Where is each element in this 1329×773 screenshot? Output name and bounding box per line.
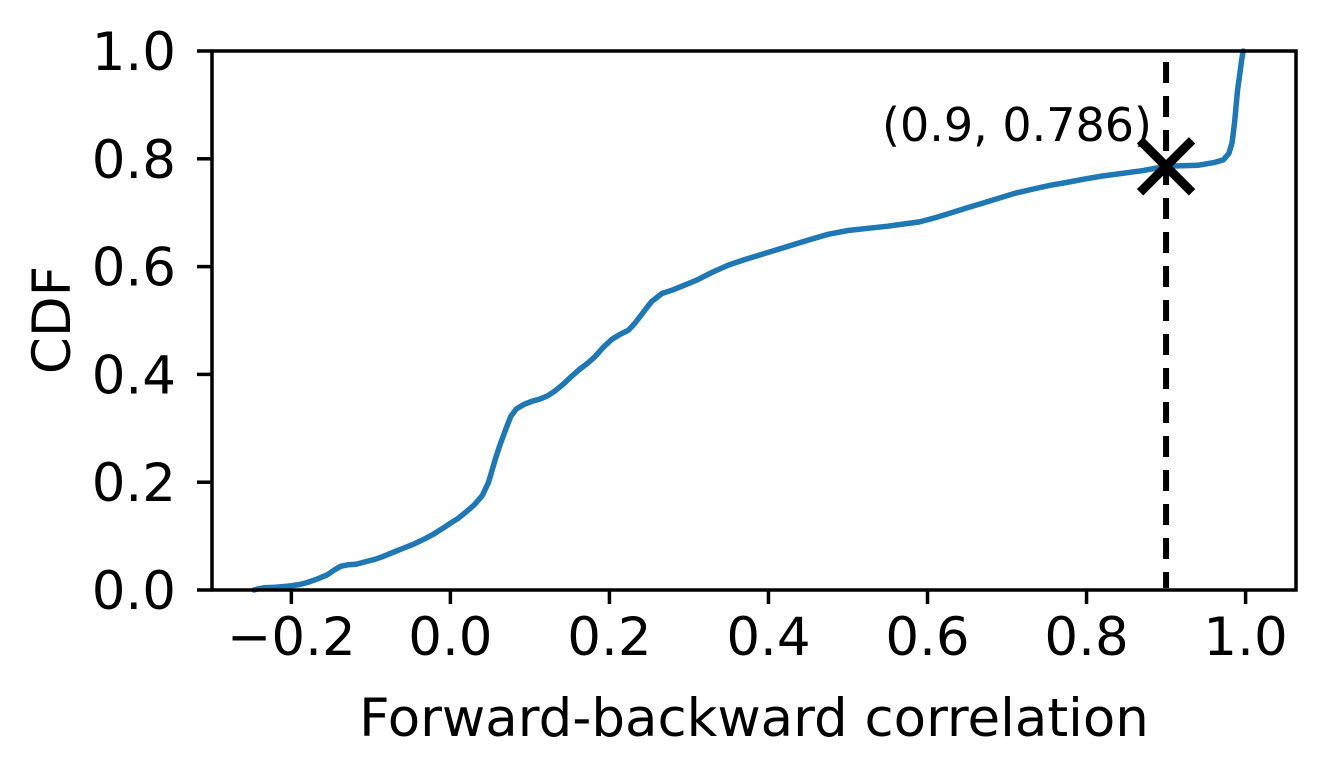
y-axis-label: CDF	[22, 266, 83, 374]
point-annotation: (0.9, 0.786)	[882, 98, 1152, 152]
cdf-curve-group	[251, 48, 1246, 593]
axes-spines	[210, 49, 1298, 592]
y-tick-label: 0.2	[92, 453, 176, 514]
marker-group	[1136, 137, 1196, 196]
y-tick-label: 0.6	[92, 238, 176, 299]
x-tick-label: 1.0	[1203, 607, 1287, 668]
cdf-curve	[251, 48, 1246, 593]
x-axis-label: Forward-backward correlation	[359, 688, 1149, 749]
x-tick-label: 0.2	[567, 607, 651, 668]
x-tick-label: 0.0	[408, 607, 492, 668]
y-tick-label: 0.0	[92, 561, 176, 622]
axis-ticks: −0.2 0.0 0.2 0.4 0.6 0.8 1.0 0.0 0.2 0.4 0.6 0.8 1.0	[92, 22, 1288, 668]
y-tick-label: 0.8	[92, 130, 176, 191]
x-tick-label: −0.2	[227, 607, 356, 668]
x-tick-label: 0.6	[885, 607, 969, 668]
x-marker-stroke	[1136, 137, 1196, 196]
x-tick-label: 0.4	[726, 607, 810, 668]
x-tick-label: 0.8	[1044, 607, 1128, 668]
y-tick-label: 0.4	[92, 345, 176, 406]
y-tick-label: 1.0	[92, 22, 176, 83]
